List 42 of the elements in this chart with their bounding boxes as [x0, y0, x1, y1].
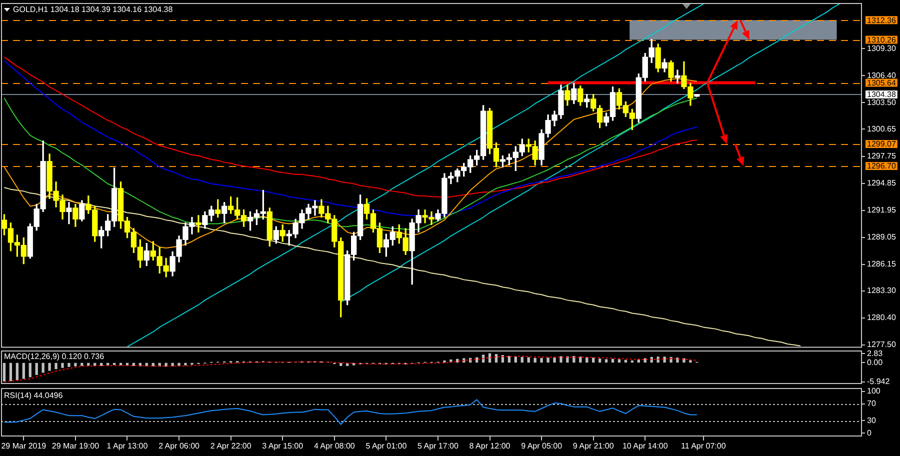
x-tick-label: 2 Apr 22:00 — [210, 442, 252, 451]
x-tick-label: 5 Apr 01:00 — [366, 442, 408, 451]
chart-title: GOLD,H1 1304.18 1304.39 1304.16 1304.38 — [13, 5, 173, 14]
x-tick-label: 4 Apr 08:00 — [314, 442, 356, 451]
y-tick-label: -5.942 — [867, 377, 890, 386]
x-tick-label: 5 Apr 17:00 — [418, 442, 459, 451]
y-tick-label: 30 — [867, 416, 876, 425]
x-tick-label: 29 Mar 19:00 — [52, 442, 100, 451]
ref-line-label: 1299.07 — [867, 140, 896, 149]
y-tick-label: 70 — [867, 399, 876, 408]
y-tick-label: 1300.65 — [867, 124, 896, 134]
ref-line-label: 1304.38 — [867, 90, 896, 100]
x-tick-label: 29 Mar 2019 — [1, 442, 47, 451]
chart-title: MACD(12,26,9) 0.120 0.736 — [4, 352, 104, 361]
x-tick-label: 1 Apr 13:00 — [106, 442, 148, 451]
y-tick-label: 1297.75 — [867, 151, 896, 160]
ref-line-label: 1305.64 — [867, 78, 896, 88]
y-tick-label: 0.00 — [867, 358, 884, 367]
y-tick-label: 2.83 — [867, 348, 884, 358]
x-tick-label: 3 Apr 15:00 — [262, 442, 304, 451]
y-tick-label: 100 — [867, 386, 881, 396]
y-tick-label: 1289.05 — [867, 232, 896, 242]
y-tick-label: 1309.30 — [867, 44, 896, 53]
x-tick-label: 10 Apr 14:00 — [622, 442, 668, 451]
x-tick-label: 11 Apr 07:00 — [681, 442, 726, 451]
y-tick-label: 1286.15 — [867, 260, 896, 269]
y-tick-label: 1306.40 — [867, 70, 896, 80]
ref-line-label: 1312.36 — [867, 16, 896, 25]
x-tick-label: 2 Apr 06:00 — [158, 442, 200, 451]
y-tick-label: 1303.50 — [867, 98, 896, 107]
y-tick-label: 1277.50 — [867, 340, 896, 350]
chart-title: RSI(14) 44.0496 — [4, 391, 63, 400]
y-tick-label: 1283.30 — [867, 286, 896, 296]
y-tick-label: 1291.95 — [867, 205, 896, 214]
ref-line-label: 1310.26 — [867, 35, 896, 44]
ref-line-label: 1296.70 — [867, 162, 896, 171]
x-tick-label: 8 Apr 12:00 — [469, 442, 511, 451]
y-tick-label: 0 — [867, 428, 872, 438]
y-tick-label: 1294.85 — [867, 178, 896, 188]
x-tick-label: 9 Apr 05:00 — [521, 442, 563, 451]
x-tick-label: 9 Apr 21:00 — [572, 442, 614, 451]
y-tick-label: 1280.40 — [867, 313, 896, 322]
